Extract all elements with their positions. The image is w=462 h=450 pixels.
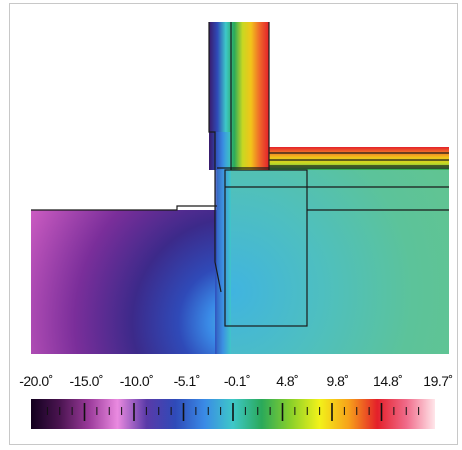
slab-region [217,168,449,354]
color-scale-bar [31,399,435,429]
scale-label: -20.0˚ [19,373,53,389]
scale-labels: -20.0˚ -15.0˚ -10.0˚ -5.1˚ -0.1˚ 4.8˚ 9.8˚ 14.8… [0,373,462,395]
scale-ticks [46,403,420,421]
scale-label: 14.8˚ [373,373,403,389]
scale-label: -10.0˚ [119,373,154,389]
scale-label: -0.1˚ [223,373,251,389]
scale-label: 9.8˚ [326,373,349,389]
scale-label: 4.8˚ [276,373,299,389]
construction-outlines [31,22,449,327]
thermal-simulation [31,22,449,354]
scale-label: -15.0˚ [69,373,104,389]
scale-label: -5.1˚ [173,373,201,389]
color-scale-svg [31,399,435,429]
thermal-simulation-svg [31,22,449,354]
scale-label: 19.7˚ [423,373,453,389]
